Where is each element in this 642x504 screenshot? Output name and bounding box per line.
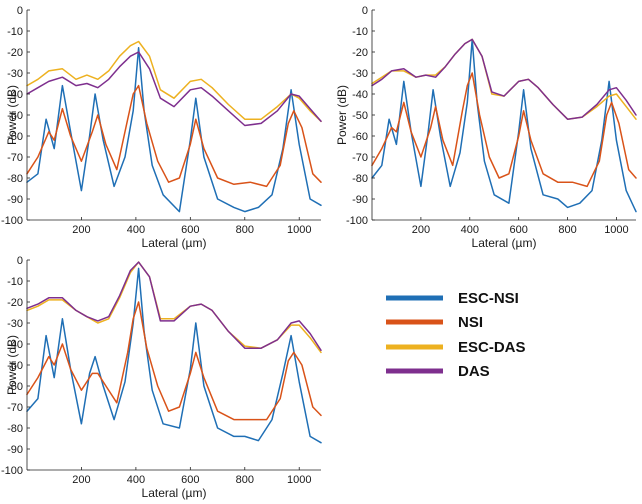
series-esc-das-line	[26, 261, 322, 354]
series-esc-nsi-line	[26, 267, 322, 444]
y-tick-label: -100	[1, 215, 23, 227]
chart-panel-3: 0 -10 -20 -30 -40 -50 -60 -70 -80 -90 -100 200 400 60…	[1, 255, 322, 500]
x-tick-label: 200	[72, 474, 90, 486]
legend-label-esc-nsi: ESC-NSI	[458, 290, 519, 307]
x-axis-label: Lateral (µm)	[142, 486, 207, 500]
y-tick-label: -70	[352, 152, 368, 164]
y-tick-label: -10	[7, 276, 23, 288]
x-tick-label: 400	[127, 224, 145, 236]
y-tick-label: -50	[7, 110, 23, 122]
y-tick-label: -20	[7, 297, 23, 309]
y-tick-label: -50	[352, 110, 368, 122]
y-tick-label: -70	[7, 152, 23, 164]
series-esc-nsi-line	[371, 38, 637, 213]
chart-panel-2: 0 -10 -20 -30 -40 -50 -60 -70 -80 -90 -100 200 400 60…	[335, 5, 637, 250]
y-tick-label: -90	[352, 194, 368, 206]
series-das-line	[26, 51, 322, 127]
y-tick-label: -40	[7, 89, 23, 101]
x-tick-label: 800	[236, 474, 254, 486]
y-tick-label: -50	[7, 360, 23, 372]
series-group	[26, 261, 322, 444]
x-tick-label: 600	[509, 224, 527, 236]
series-esc-nsi-line	[26, 47, 322, 213]
series-das-line	[371, 38, 637, 120]
legend-label-esc-das: ESC-DAS	[458, 339, 526, 356]
x-tick-label: 400	[461, 224, 479, 236]
x-tick-label: 200	[72, 224, 90, 236]
x-tick-label: 1000	[604, 224, 628, 236]
series-esc-das-line	[371, 38, 637, 120]
series-nsi-line	[26, 84, 322, 188]
y-tick-label: -40	[352, 89, 368, 101]
y-tick-label: -100	[1, 465, 23, 477]
x-tick-label: 1000	[287, 474, 311, 486]
y-tick-label: 0	[17, 255, 23, 267]
y-axis-label: Power (dB)	[5, 85, 19, 145]
series-esc-das-line	[26, 40, 322, 123]
y-tick-label: -60	[352, 131, 368, 143]
x-tick-label: 800	[558, 224, 576, 236]
x-tick-label: 1000	[287, 224, 311, 236]
y-tick-label: -80	[352, 173, 368, 185]
y-tick-label: -80	[7, 423, 23, 435]
y-tick-label: 0	[362, 5, 368, 17]
y-tick-label: -80	[7, 173, 23, 185]
series-group	[371, 38, 637, 213]
y-tick-label: -30	[352, 68, 368, 80]
x-axis-label: Lateral (µm)	[142, 236, 207, 250]
x-tick-label: 400	[127, 474, 145, 486]
series-das-line	[26, 261, 322, 352]
y-tick-label: 0	[17, 5, 23, 17]
legend-label-nsi: NSI	[458, 314, 483, 331]
series-group	[26, 40, 322, 213]
y-tick-label: -90	[7, 444, 23, 456]
y-tick-label: -20	[7, 47, 23, 59]
y-tick-label: -30	[7, 318, 23, 330]
y-axis-label: Power (dB)	[335, 85, 349, 145]
x-tick-label: 600	[181, 224, 199, 236]
y-axis-label: Power (dB)	[5, 335, 19, 395]
y-tick-label: -70	[7, 402, 23, 414]
x-tick-label: 800	[236, 224, 254, 236]
series-nsi-line	[371, 72, 637, 188]
chart-panel-1: 0 -10 -20 -30 -40 -50 -60 -70 -80 -90 -100 200 400 60…	[1, 5, 322, 250]
y-tick-label: -100	[346, 215, 368, 227]
y-tick-label: -90	[7, 194, 23, 206]
y-tick-label: -10	[352, 26, 368, 38]
x-tick-label: 600	[181, 474, 199, 486]
y-tick-label: -60	[7, 381, 23, 393]
y-tick-label: -20	[352, 47, 368, 59]
legend-label-das: DAS	[458, 363, 490, 380]
y-tick-label: -10	[7, 26, 23, 38]
y-tick-label: -40	[7, 339, 23, 351]
y-tick-label: -30	[7, 68, 23, 80]
series-nsi-line	[26, 301, 322, 421]
x-tick-label: 200	[412, 224, 430, 236]
legend: ESC-NSI NSI ESC-DAS DAS	[386, 290, 526, 380]
x-axis-label: Lateral (µm)	[472, 236, 537, 250]
y-tick-label: -60	[7, 131, 23, 143]
